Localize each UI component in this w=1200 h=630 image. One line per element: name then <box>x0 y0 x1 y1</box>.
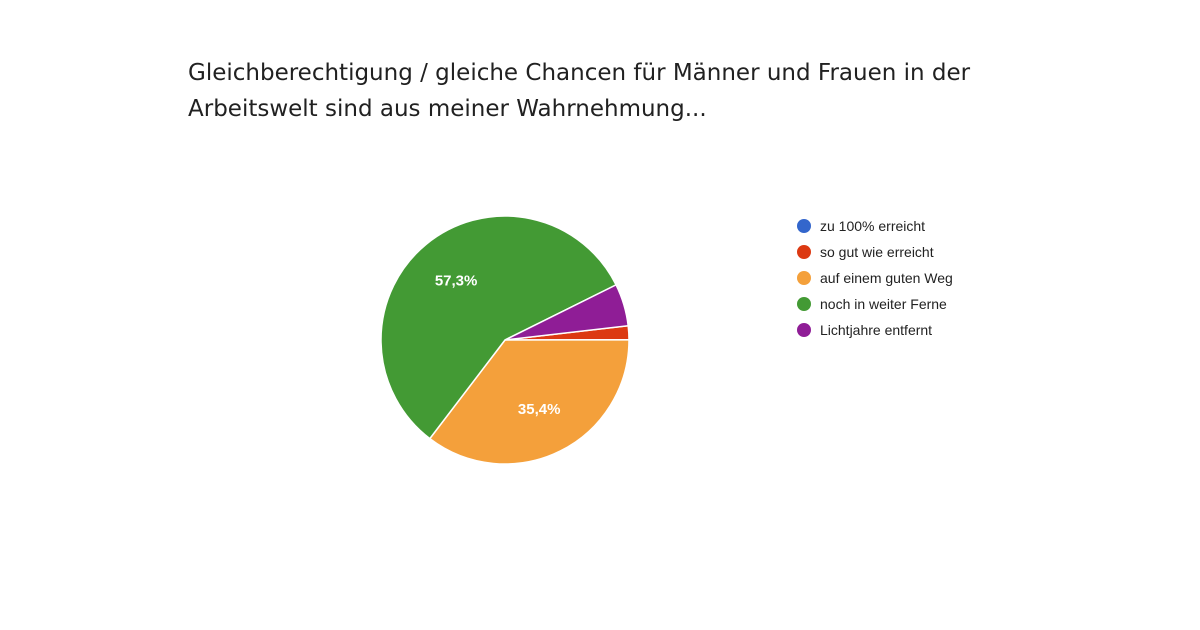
legend-label-4: Lichtjahre entfernt <box>820 322 933 338</box>
pie-slice-label-2: 35,4% <box>518 401 561 418</box>
legend: zu 100% erreicht so gut wie erreicht auf e… <box>797 213 953 343</box>
legend-swatch-3 <box>797 297 811 311</box>
legend-swatch-0 <box>797 219 811 233</box>
legend-swatch-2 <box>797 271 811 285</box>
legend-label-1: so gut wie erreicht <box>820 244 934 260</box>
legend-label-0: zu 100% erreicht <box>820 218 926 234</box>
legend-item-2: auf einem guten Weg <box>797 265 953 291</box>
legend-item-1: so gut wie erreicht <box>797 239 953 265</box>
pie-slice-label-3: 57,3% <box>435 273 478 290</box>
pie-slice-4 <box>504 283 630 341</box>
chart-title: Gleichberechtigung / gleiche Chancen für… <box>188 55 1048 127</box>
legend-swatch-1 <box>797 245 811 259</box>
legend-item-4: Lichtjahre entfernt <box>797 317 953 343</box>
legend-item-3: noch in weiter Ferne <box>797 291 953 317</box>
pie-labels: 35,4% 57,3% <box>435 273 561 418</box>
legend-item-0: zu 100% erreicht <box>797 213 953 239</box>
legend-label-2: auf einem guten Weg <box>820 270 953 286</box>
legend-swatch-4 <box>797 323 811 337</box>
pie-slice-2 <box>428 338 630 465</box>
chart-title-line-2: Arbeitswelt sind aus meiner Wahrnehmung.… <box>188 96 707 122</box>
pie-slices <box>380 215 630 465</box>
chart-title-line-1: Gleichberechtigung / gleiche Chancen für… <box>188 60 971 86</box>
pie-slice-3 <box>380 215 618 440</box>
legend-label-3: noch in weiter Ferne <box>820 296 947 312</box>
